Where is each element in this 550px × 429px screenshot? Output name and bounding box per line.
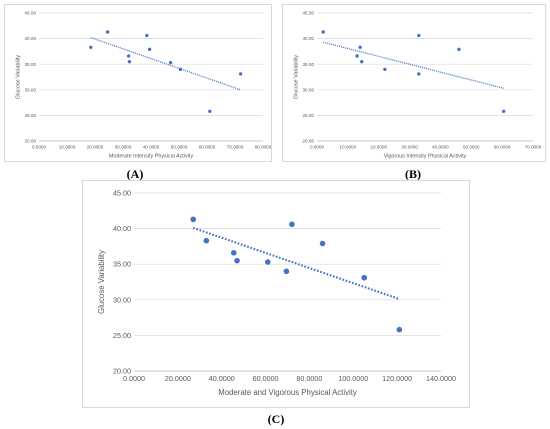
x-tick-label: 20.0000 [370,145,387,150]
x-tick-label: 50.0000 [463,145,480,150]
x-tick-label: 120.0000 [382,374,412,383]
data-point [89,45,93,50]
x-tick-label: 140.0000 [426,374,456,383]
data-point [230,250,237,256]
data-point [126,54,131,58]
data-point [105,30,110,34]
caption-c: (C) [267,412,285,426]
chart-panel-a: 20.00 25.00 30.00 35.00 40.00 45.00 0.0000 10.0… [4,4,272,162]
y-tick-label: 20.00 [113,367,131,376]
x-tick-label: 20.0000 [165,374,191,383]
y-tick-label: 40.00 [113,224,131,233]
y-tick-label: 30.00 [303,87,315,92]
x-tick-label: 10.0000 [340,145,357,150]
x-tick-label: 50.0000 [171,145,188,150]
data-point [145,33,149,38]
x-axis-title: Moderate and Vigorous Physical Activity [218,388,357,397]
data-point [283,268,290,275]
y-tick-label: 25.00 [113,331,131,340]
x-tick-label: 70.0000 [227,145,244,150]
y-tick-label: 20.00 [303,139,315,144]
x-tick-label: 20.0000 [87,145,104,150]
y-tick-label: 35.00 [303,62,315,67]
data-point [147,47,152,52]
x-tick-label: 0.0000 [123,374,145,383]
chart-panel-b: 20.00 25.00 30.00 35.00 40.00 45.00 0.0000 10.0… [282,4,546,162]
x-tick-label: 0.0000 [32,145,46,150]
data-point [360,59,364,64]
data-point [319,240,326,247]
y-tick-label: 45.00 [25,11,37,16]
x-tick-label: 60.0000 [199,145,216,150]
data-point [457,47,461,52]
x-tick-label: 40.0000 [432,145,449,150]
y-tick-label: 30.00 [25,87,37,92]
trendline [323,41,504,89]
trendline [192,226,400,301]
data-point [190,216,197,223]
y-tick-label: 30.00 [113,295,131,304]
x-axis-title: Moderate Intensity Physical Activity [109,154,193,160]
data-point [501,109,506,114]
data-point [417,72,421,76]
data-point [358,45,362,50]
chart-a-svg: 20.00 25.00 30.00 35.00 40.00 45.00 0.0000 10.0… [16,11,272,160]
x-tick-label: 10.0000 [59,145,76,150]
y-axis-title: Glucose Variability [294,55,300,100]
x-tick-label: 0.0000 [310,145,324,150]
data-point [127,59,132,64]
chart-b-svg: 20.00 25.00 30.00 35.00 40.00 45.00 0.0000 10.0… [294,11,542,160]
data-point [417,33,421,38]
data-point [321,30,325,34]
y-axis-title: Glucose Variability [97,250,106,314]
caption-a: (A) [126,167,144,181]
trendline [90,36,241,91]
data-point [234,257,240,264]
data-point [264,259,271,265]
y-axis-title: Glucose Variability [16,55,22,100]
y-tick-label: 25.00 [25,113,37,118]
data-point [203,237,210,244]
x-tick-label: 40.0000 [209,374,235,383]
y-tick-label: 40.00 [25,36,37,41]
data-point [396,326,403,333]
y-tick-label: 20.00 [25,139,37,144]
x-tick-label: 100.0000 [338,374,368,383]
data-point [355,54,359,58]
y-tick-label: 35.00 [25,62,37,67]
x-tick-label: 60.0000 [494,145,511,150]
x-tick-label: 40.0000 [143,145,160,150]
x-tick-label: 70.0000 [525,145,542,150]
x-tick-label: 60.0000 [253,374,279,383]
data-point [208,109,212,114]
data-point [238,72,243,76]
y-tick-label: 45.00 [113,189,131,198]
x-tick-label: 80.0000 [296,374,322,383]
chart-panel-c: 20.00 25.00 30.00 35.00 40.00 45.00 0.0000 20.0… [82,180,470,408]
chart-c-svg: 20.00 25.00 30.00 35.00 40.00 45.00 0.0000 20.0… [97,189,456,398]
data-point [383,67,387,72]
y-tick-label: 25.00 [303,113,315,118]
caption-b: (B) [405,167,421,181]
data-point [361,274,368,281]
y-tick-label: 45.00 [303,11,315,16]
y-tick-label: 40.00 [303,36,315,41]
y-tick-label: 35.00 [113,260,131,269]
data-point [168,60,173,65]
data-point [289,221,295,228]
x-tick-label: 30.0000 [115,145,132,150]
x-tick-label: 80.0000 [255,145,272,150]
data-point [178,67,183,72]
x-tick-label: 30.0000 [401,145,418,150]
x-axis-title: Vigorous Intensity Physical Activity [384,154,467,160]
